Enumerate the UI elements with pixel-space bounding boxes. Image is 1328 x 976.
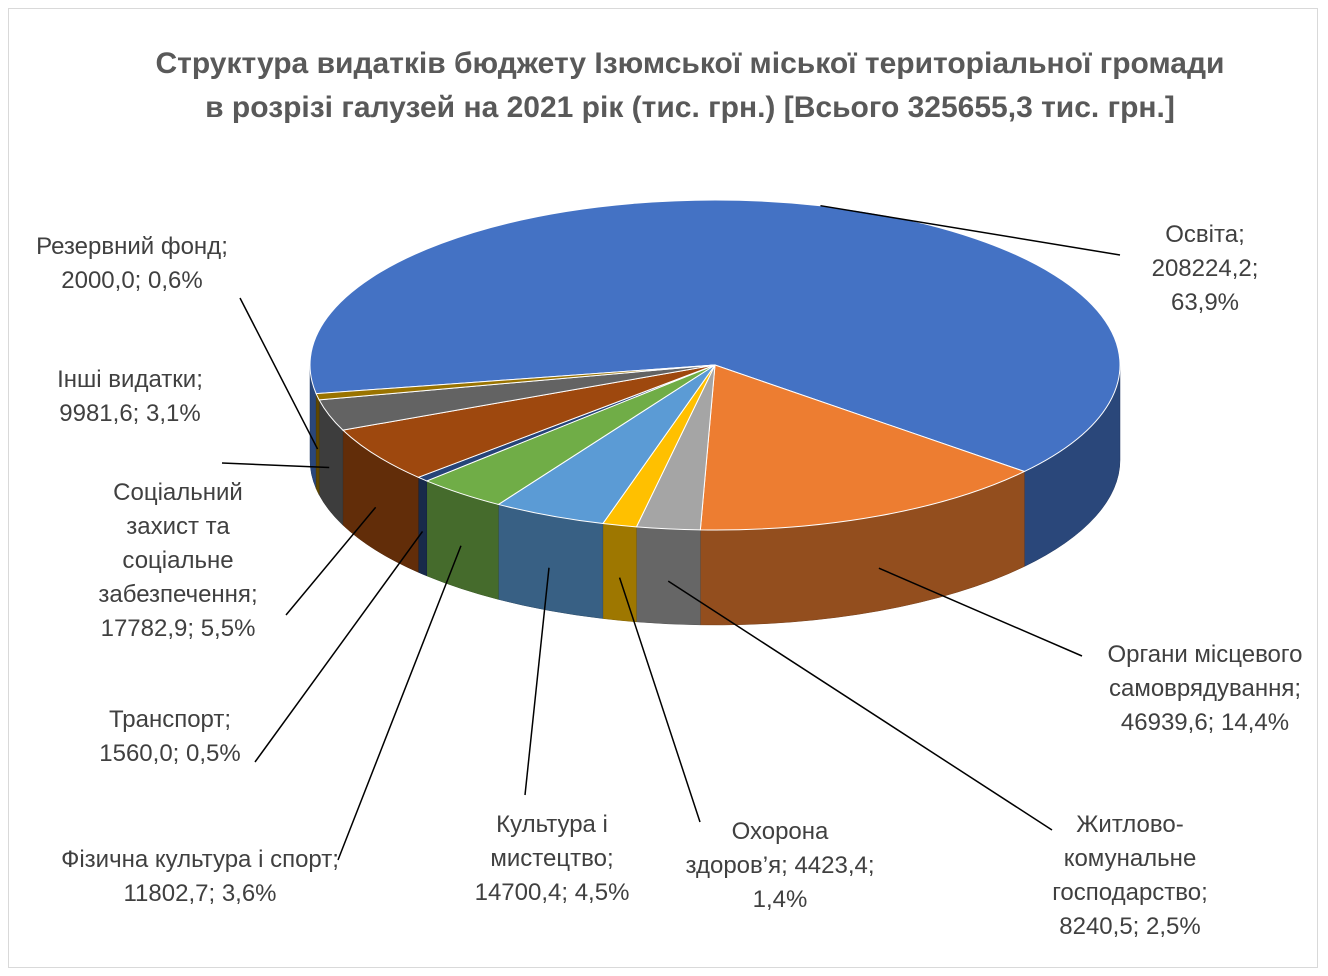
separator: ; bbox=[134, 267, 149, 294]
percent-label: 4,5% bbox=[574, 879, 630, 906]
leader-line bbox=[254, 530, 424, 763]
data-label: Освіта; 208224,2; 63,9% bbox=[1130, 218, 1280, 320]
slice-side bbox=[602, 523, 637, 623]
separator: ; bbox=[781, 852, 795, 879]
category: Фізична культура і спорт bbox=[61, 846, 333, 873]
percent-label: 3,1% bbox=[146, 400, 201, 427]
separator: ; bbox=[1132, 913, 1147, 940]
value-label: 8240,5 bbox=[1059, 913, 1133, 940]
category: Освіта bbox=[1165, 221, 1239, 248]
separator: ; bbox=[332, 846, 339, 873]
data-label: Органи місцевого самоврядування; 46939,6… bbox=[1080, 638, 1328, 740]
separator: ; bbox=[221, 233, 228, 260]
percent-label: 2,5% bbox=[1146, 913, 1201, 940]
chart-title: Структура видатків бюджету Ізюмської міс… bbox=[155, 47, 1225, 124]
value-label: 208224,2 bbox=[1151, 255, 1252, 282]
value-label: 1560,0 bbox=[99, 740, 173, 767]
separator: ; bbox=[208, 880, 222, 907]
data-label: Резервний фонд; 2000,0; 0,6% bbox=[0, 230, 267, 298]
slice-side bbox=[418, 476, 428, 577]
slice-side bbox=[636, 526, 701, 626]
data-label: Інші видатки; 9981,6; 3,1% bbox=[15, 363, 245, 431]
slice bbox=[315, 364, 716, 401]
percent-label: 0,6% bbox=[148, 267, 203, 294]
slice bbox=[341, 364, 716, 478]
leader-line bbox=[820, 204, 1121, 256]
separator: ; bbox=[1201, 879, 1208, 906]
separator: ; bbox=[1207, 709, 1222, 736]
category: Інші видатки bbox=[57, 366, 197, 393]
value-label: 11802,7 bbox=[123, 880, 209, 907]
tops bbox=[309, 199, 1121, 531]
value-label: 46939,6 bbox=[1120, 709, 1208, 736]
category: Соціальний захист та соціальне забезпече… bbox=[98, 479, 251, 608]
category: Резервний фонд bbox=[36, 233, 222, 260]
value-label: 17782,9 bbox=[100, 615, 188, 642]
leader-line bbox=[878, 567, 1083, 657]
separator: ; bbox=[224, 706, 232, 733]
leader-line bbox=[524, 567, 550, 796]
leader-line bbox=[667, 580, 1053, 831]
percent-label: 3,6% bbox=[221, 880, 277, 907]
category: Культура і мистецтво bbox=[490, 811, 608, 872]
separator: ; bbox=[1251, 255, 1259, 282]
leaders bbox=[221, 204, 1121, 861]
percent-label: 1,4% bbox=[752, 886, 808, 913]
separator: ; bbox=[561, 879, 575, 906]
value-label: 4423,4 bbox=[794, 852, 868, 879]
percent-label: 5,5% bbox=[200, 615, 256, 642]
separator: ; bbox=[867, 852, 875, 879]
separator: ; bbox=[1238, 221, 1245, 248]
leader-line bbox=[239, 297, 319, 450]
percent-label: 63,9% bbox=[1170, 289, 1240, 316]
data-label: Транспорт; 1560,0; 0,5% bbox=[70, 703, 270, 771]
data-label: Культура і мистецтво; 14700,4; 4,5% bbox=[452, 808, 652, 910]
leader-line bbox=[337, 545, 462, 861]
separator: ; bbox=[196, 366, 203, 393]
value-label: 14700,4 bbox=[474, 879, 562, 906]
separator: ; bbox=[187, 615, 201, 642]
value-label: 9981,6 bbox=[59, 400, 133, 427]
slice-side bbox=[315, 393, 320, 496]
percent-label: 0,5% bbox=[186, 740, 241, 767]
category: Транспорт bbox=[108, 706, 225, 733]
leader-line bbox=[285, 506, 377, 616]
walls bbox=[309, 364, 1121, 626]
data-label: Фізична культура і спорт; 11802,7; 3,6% bbox=[58, 843, 343, 911]
data-label: Соціальний захист та соціальне забезпече… bbox=[86, 476, 271, 646]
separator: ; bbox=[606, 845, 614, 872]
separator: ; bbox=[172, 740, 187, 767]
value-label: 2000,0 bbox=[61, 267, 135, 294]
category: Охорона здоров’я bbox=[685, 818, 829, 879]
leader-line bbox=[618, 577, 701, 823]
leader-line bbox=[221, 462, 330, 469]
chart-frame bbox=[8, 8, 1318, 968]
category: Житлово-комунальне господарство bbox=[1052, 811, 1202, 906]
category: Органи місцевого самоврядування bbox=[1107, 641, 1303, 702]
separator: ; bbox=[1294, 675, 1302, 702]
data-label: Охорона здоров’я; 4423,4; 1,4% bbox=[685, 815, 875, 917]
slice bbox=[699, 364, 1026, 531]
separator: ; bbox=[132, 400, 147, 427]
percent-label: 14,4% bbox=[1221, 709, 1290, 736]
data-label: Житлово-комунальне господарство; 8240,5;… bbox=[1025, 808, 1235, 944]
separator: ; bbox=[250, 581, 258, 608]
